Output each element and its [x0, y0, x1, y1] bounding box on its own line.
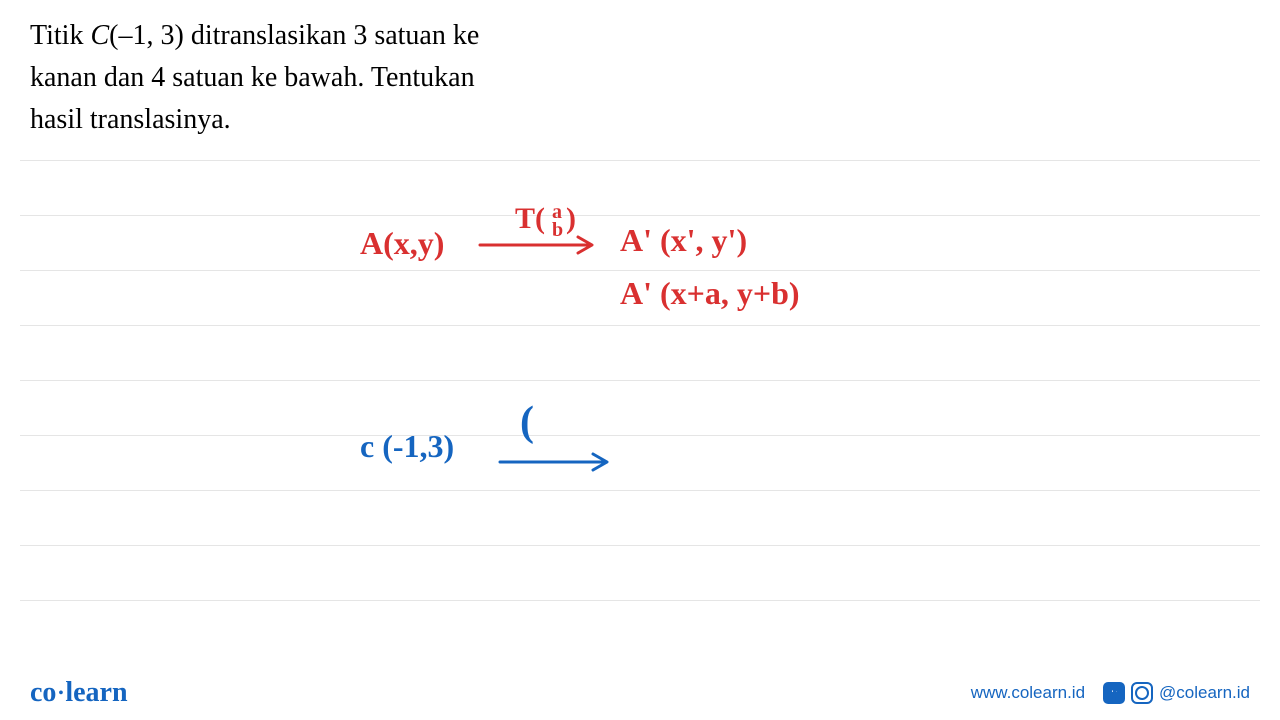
rule-line — [20, 545, 1260, 546]
svg-text:T(: T( — [515, 202, 545, 235]
rule-line — [20, 435, 1260, 436]
instagram-icon — [1131, 682, 1153, 704]
handwritten-aprime-expanded: A' (x+a, y+b) — [620, 275, 800, 312]
social-icons: f @colearn.id — [1103, 682, 1250, 704]
svg-text:): ) — [566, 202, 576, 235]
logo-co: co — [30, 677, 56, 708]
q-text: ditranslasikan 3 satuan ke — [184, 20, 479, 51]
rule-line — [20, 325, 1260, 326]
question-line-2: kanan dan 4 satuan ke bawah. Tentukan — [30, 57, 650, 99]
handwritten-c-point: c (-1,3) — [360, 428, 454, 465]
handwritten-paren: ( — [520, 398, 534, 446]
website-url: www.colearn.id — [971, 683, 1085, 703]
rule-line — [20, 600, 1260, 601]
rule-line — [20, 160, 1260, 161]
rule-line — [20, 215, 1260, 216]
translation-arrow-blue — [490, 442, 630, 482]
q-point-c: C — [90, 20, 109, 51]
rule-line — [20, 380, 1260, 381]
handwritten-axy: A(x,y) — [360, 225, 444, 262]
rule-line — [20, 270, 1260, 271]
svg-text:b: b — [552, 219, 563, 241]
question-line-1: Titik C(–1, 3) ditranslasikan 3 satuan k… — [30, 15, 650, 57]
logo-dot: • — [58, 686, 63, 701]
handwritten-aprime-xy: A' (x', y') — [620, 222, 747, 259]
question-line-3: hasil translasinya. — [30, 99, 650, 141]
colearn-logo: co•learn — [30, 677, 128, 709]
rule-line — [20, 490, 1260, 491]
question-text: Titik C(–1, 3) ditranslasikan 3 satuan k… — [0, 0, 680, 151]
tiktok-icon — [1103, 682, 1123, 704]
footer-right: www.colearn.id f @colearn.id — [971, 682, 1250, 704]
footer: co•learn www.colearn.id f @colearn.id — [0, 665, 1280, 720]
logo-learn: learn — [65, 677, 127, 708]
translation-arrow-red: T( a b ) — [470, 200, 610, 270]
q-coords: (–1, 3) — [109, 20, 184, 51]
social-handle: @colearn.id — [1159, 683, 1250, 703]
q-text: Titik — [30, 20, 90, 51]
